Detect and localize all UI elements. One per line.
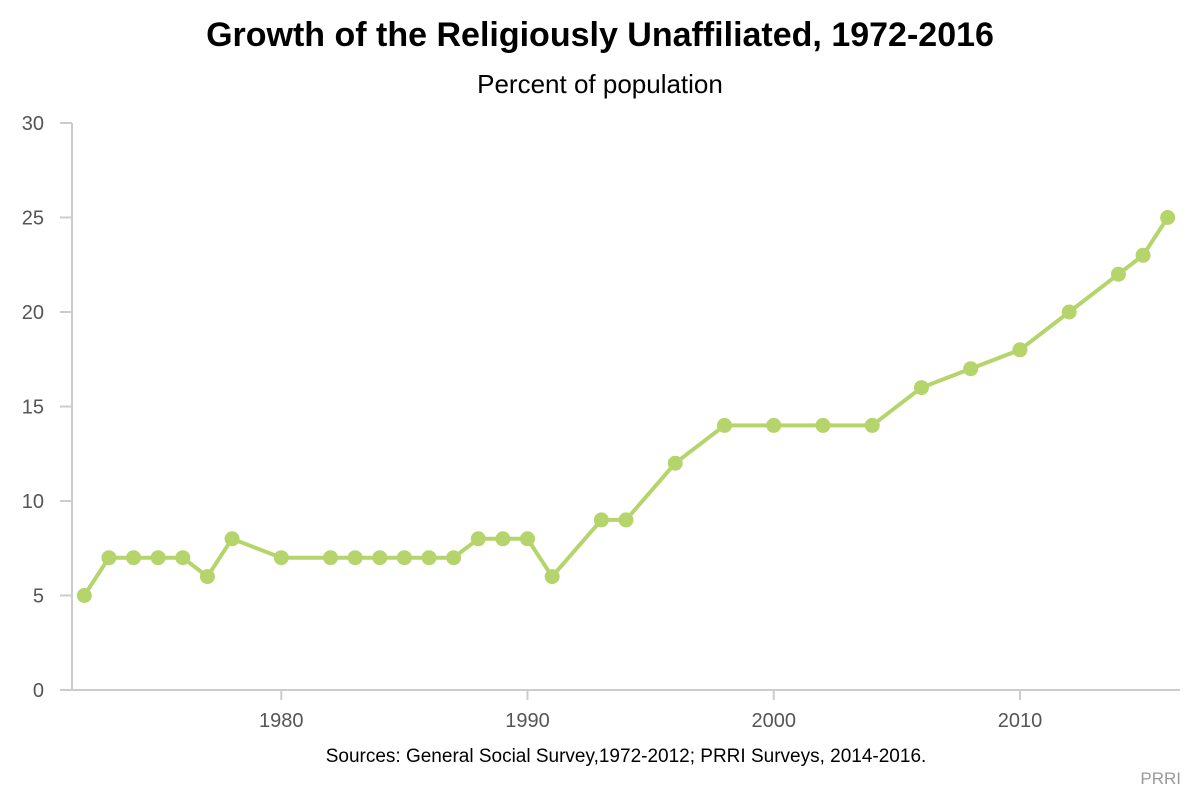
data-point xyxy=(470,531,486,547)
data-point xyxy=(520,531,536,547)
x-tick-label: 2010 xyxy=(998,710,1043,732)
data-point xyxy=(864,417,880,433)
y-tick-label: 30 xyxy=(22,113,44,135)
data-point xyxy=(175,550,191,566)
data-point xyxy=(199,569,215,585)
data-point xyxy=(815,417,831,433)
data-point xyxy=(766,417,782,433)
data-point xyxy=(347,550,363,566)
data-point xyxy=(1135,247,1151,263)
data-point xyxy=(150,550,166,566)
y-tick-label: 15 xyxy=(22,397,44,419)
chart-title: Growth of the Religiously Unaffiliated, … xyxy=(206,16,994,54)
data-point xyxy=(913,380,929,396)
data-point xyxy=(1012,342,1028,358)
y-tick-label: 10 xyxy=(22,491,44,513)
data-point xyxy=(126,550,142,566)
data-point xyxy=(224,531,240,547)
data-point xyxy=(1110,266,1126,282)
data-point xyxy=(618,512,634,528)
y-tick-label: 25 xyxy=(22,208,44,230)
data-point xyxy=(101,550,117,566)
data-point xyxy=(273,550,289,566)
data-point xyxy=(1160,210,1176,225)
y-tick-label: 5 xyxy=(33,586,44,608)
data-point xyxy=(323,550,339,566)
data-point xyxy=(544,569,560,585)
data-points xyxy=(76,210,1176,603)
x-tick-label: 1990 xyxy=(505,710,550,732)
data-point xyxy=(372,550,388,566)
data-point xyxy=(716,417,732,433)
y-tick-label: 0 xyxy=(33,680,44,702)
data-point xyxy=(593,512,609,528)
series-line xyxy=(82,215,1170,598)
data-point xyxy=(1061,304,1077,320)
data-point xyxy=(963,361,979,377)
data-point xyxy=(495,531,511,547)
x-axis-ticks: 1980 1990 2000 2010 xyxy=(259,690,1042,732)
data-point xyxy=(446,550,462,566)
data-point xyxy=(76,588,92,603)
y-tick-label: 20 xyxy=(22,302,44,324)
chart-subtitle: Percent of population xyxy=(477,69,723,99)
data-point xyxy=(396,550,412,566)
x-tick-label: 2000 xyxy=(751,710,796,732)
x-tick-label: 1980 xyxy=(259,710,304,732)
source-note: Sources: General Social Survey,1972-2012… xyxy=(325,746,927,767)
data-point xyxy=(667,455,683,471)
data-point xyxy=(421,550,437,566)
y-axis-ticks: 0 5 10 15 20 25 30 xyxy=(22,113,72,702)
credit-label: PRRI xyxy=(1140,769,1181,788)
